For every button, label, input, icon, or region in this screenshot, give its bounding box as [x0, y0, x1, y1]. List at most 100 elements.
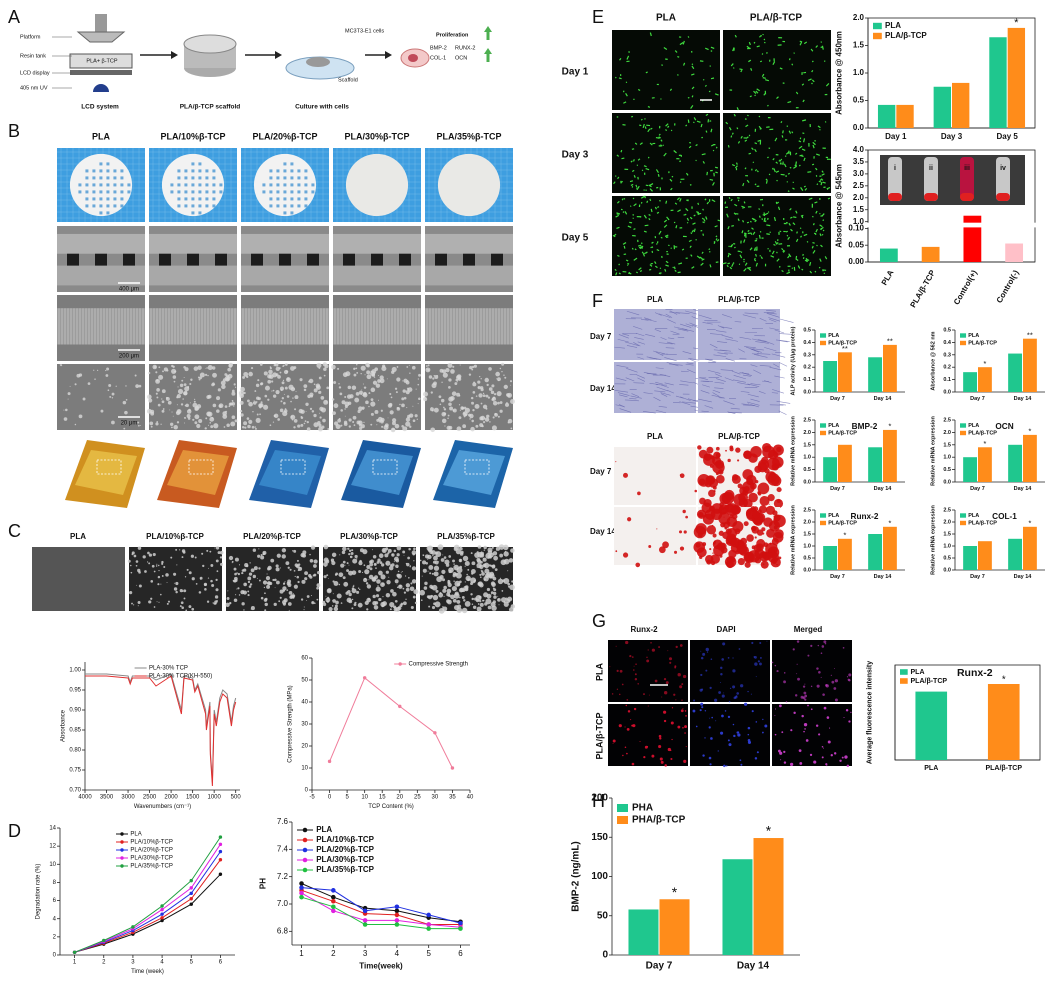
y-tick-label: 10	[301, 766, 308, 772]
speck	[487, 396, 491, 399]
speck	[442, 372, 448, 378]
speck	[275, 390, 280, 395]
point	[218, 872, 223, 876]
speck	[267, 379, 272, 384]
speck	[830, 674, 832, 676]
speck	[280, 388, 283, 392]
sem-band	[425, 233, 513, 254]
significance: **	[887, 337, 893, 346]
speck	[391, 563, 395, 567]
x-tick-label: Control(+)	[952, 268, 979, 306]
x-tick-label: Day 7	[970, 396, 985, 402]
speck	[411, 550, 417, 555]
speck	[681, 699, 683, 701]
cell	[643, 214, 647, 219]
speck	[205, 417, 208, 420]
y-tick-label: 1.5	[803, 531, 811, 537]
cell	[780, 158, 783, 161]
speck	[233, 383, 236, 386]
speck	[477, 386, 481, 390]
cell	[759, 231, 762, 233]
speck	[744, 561, 751, 568]
label: Day 1	[562, 67, 589, 78]
speck	[227, 373, 233, 379]
up-arrow	[484, 26, 492, 40]
speck	[311, 601, 315, 605]
label: PLA/35%β-TCP	[437, 532, 495, 541]
legend-key	[820, 340, 827, 346]
fiber	[689, 322, 698, 327]
cell	[782, 250, 785, 253]
cell	[740, 251, 743, 254]
speck	[188, 605, 192, 609]
speck	[255, 417, 261, 423]
speck	[370, 387, 376, 393]
speck	[389, 410, 394, 415]
label: PLA+ β-TCP	[86, 58, 117, 64]
cell	[640, 195, 645, 199]
speck	[747, 740, 752, 744]
speck	[157, 564, 160, 567]
cell	[726, 264, 729, 268]
speck	[705, 475, 715, 485]
pore	[106, 211, 110, 215]
label: G	[592, 611, 606, 631]
speck	[170, 556, 173, 559]
speck	[430, 586, 434, 590]
speck	[458, 416, 462, 420]
speck	[681, 683, 684, 686]
speck	[123, 427, 126, 430]
sem-image	[32, 547, 125, 611]
cell	[765, 178, 768, 181]
cell	[763, 93, 766, 96]
speck	[189, 402, 191, 404]
speck	[244, 563, 249, 568]
speck	[283, 393, 285, 395]
speck	[803, 691, 807, 695]
pore	[212, 169, 216, 173]
speck	[510, 427, 513, 430]
speck	[611, 693, 614, 695]
fluorescence-image	[612, 30, 720, 110]
x-tick-label: Day 14	[874, 486, 893, 492]
speck	[173, 587, 178, 591]
cell	[633, 203, 637, 207]
fluorescence-image	[723, 196, 831, 276]
fiber	[667, 390, 675, 394]
speck	[746, 509, 752, 515]
speck	[135, 384, 140, 388]
y-tick-label: 0	[53, 953, 57, 959]
cell	[787, 255, 791, 259]
fiber	[658, 342, 673, 345]
speck	[477, 609, 480, 612]
speck	[351, 549, 354, 552]
speck	[673, 693, 676, 696]
speck	[282, 410, 288, 417]
speck	[815, 724, 819, 727]
speck	[790, 729, 793, 732]
speck	[229, 602, 232, 604]
cell	[819, 226, 824, 231]
bar	[838, 538, 852, 570]
speck	[658, 646, 661, 649]
speck	[722, 642, 726, 646]
cell	[663, 47, 668, 50]
speck	[348, 599, 353, 604]
speck	[262, 580, 268, 585]
speck	[319, 412, 321, 414]
speck	[700, 650, 702, 652]
cell	[764, 220, 767, 223]
point	[160, 904, 164, 908]
speck	[740, 684, 744, 688]
pore	[99, 176, 103, 180]
speck	[333, 421, 339, 426]
y-tick-label: 0.5	[943, 467, 951, 473]
speck	[694, 489, 698, 493]
speck	[732, 474, 739, 481]
cell	[745, 136, 749, 139]
speck	[236, 588, 238, 590]
cell	[784, 155, 787, 158]
cell	[748, 59, 752, 63]
speck	[100, 409, 104, 413]
